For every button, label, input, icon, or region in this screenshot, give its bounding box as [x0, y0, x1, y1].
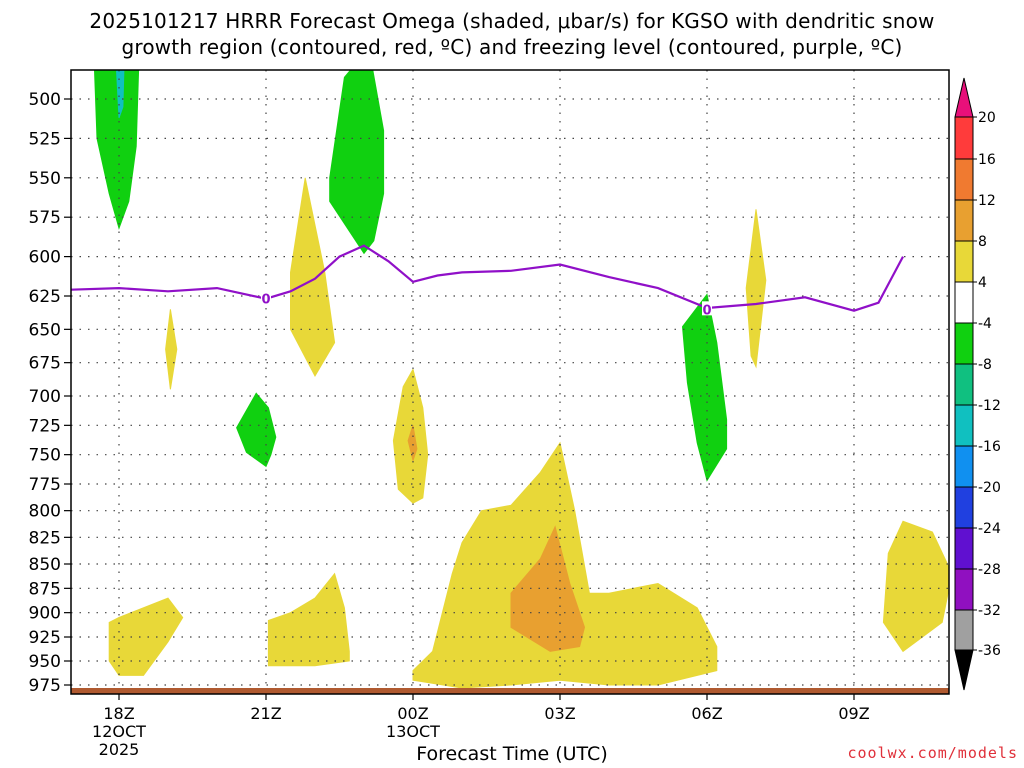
colorbar-box — [954, 158, 974, 201]
colorbar: 20 16 12 8 4 -4 -8 -12 -16 -20 -24 -28 -32 -36 — [954, 77, 1001, 691]
x-tick-label: 09Z — [838, 704, 869, 723]
colorbar-box — [954, 404, 974, 447]
y-tick-label: 775 — [29, 475, 61, 495]
colorbar-box — [954, 527, 974, 570]
colorbar-label: 16 — [978, 152, 996, 168]
omega-region-2 — [329, 70, 385, 255]
y-tick-label: 975 — [29, 676, 61, 696]
colorbar-box — [954, 568, 974, 611]
terrain-layer — [71, 688, 949, 694]
colorbar-label: -36 — [978, 643, 1001, 659]
y-axis: 500 525 550 575 600 625 650 675 700 725 750 775 800 8… — [29, 90, 71, 696]
omega-region-14 — [882, 520, 949, 653]
y-tick-label: 950 — [29, 652, 61, 672]
colorbar-label: 8 — [978, 234, 987, 250]
y-tick-label: 550 — [29, 169, 61, 189]
colorbar-under-arrow — [954, 649, 974, 691]
colorbar-label: 12 — [978, 193, 996, 209]
colorbar-box — [954, 116, 974, 160]
chart-title-line2: growth region (contoured, red, ºC) and f… — [121, 35, 903, 59]
credit-link[interactable]: coolwx.com/models — [847, 744, 1018, 762]
x-tick-label: 21Z — [250, 704, 281, 723]
terrain-band — [71, 688, 949, 694]
x-tick-label: 03Z — [544, 704, 575, 723]
colorbar-over-arrow — [954, 77, 974, 118]
colorbar-label: -24 — [978, 521, 1001, 537]
x-tick-date: 12OCT — [92, 722, 146, 741]
colorbar-box — [954, 199, 974, 242]
y-tick-label: 700 — [29, 387, 61, 407]
freezing-level-contour: 00 — [71, 244, 904, 318]
x-tick-label: 06Z — [691, 704, 722, 723]
y-tick-label: 750 — [29, 446, 61, 466]
omega-region-0 — [93, 70, 140, 230]
plot-frame — [70, 69, 950, 695]
omega-region-6 — [165, 309, 178, 390]
x-tick-label: 18Z — [103, 704, 134, 723]
y-tick-label: 525 — [29, 129, 61, 149]
y-tick-label: 825 — [29, 528, 61, 548]
colorbar-label: -8 — [978, 357, 992, 373]
y-tick-label: 650 — [29, 320, 61, 340]
x-tick-date: 13OCT — [386, 722, 440, 741]
colorbar-box — [954, 281, 974, 324]
colorbar-box — [954, 363, 974, 406]
x-axis-title: Forecast Time (UTC) — [416, 743, 608, 765]
omega-region-9 — [745, 209, 767, 369]
x-tick-label: 00Z — [397, 704, 428, 723]
colorbar-box — [954, 322, 974, 365]
freezing-level-label: 0 — [702, 303, 711, 318]
y-tick-label: 675 — [29, 354, 61, 374]
y-tick-label: 850 — [29, 555, 61, 575]
y-tick-label: 800 — [29, 502, 61, 522]
chart-title-line1: 2025101217 HRRR Forecast Omega (shaded, … — [89, 9, 935, 33]
omega-region-13 — [267, 572, 350, 667]
y-tick-label: 875 — [29, 579, 61, 599]
y-tick-label: 575 — [29, 208, 61, 228]
colorbar-label: -4 — [978, 316, 992, 332]
contour-label-bg — [702, 301, 712, 316]
colorbar-label: -16 — [978, 439, 1001, 455]
y-tick-label: 500 — [29, 90, 61, 110]
y-tick-label: 725 — [29, 416, 61, 436]
freezing-level-label: 0 — [261, 293, 270, 308]
omega-region-5 — [290, 177, 336, 378]
omega-shading — [93, 70, 949, 689]
omega-region-12 — [108, 597, 184, 676]
omega-region-8 — [407, 425, 418, 463]
colorbar-box — [954, 486, 974, 529]
colorbar-box — [954, 240, 974, 283]
x-tick-year: 2025 — [99, 740, 140, 759]
contour-label-bg — [261, 290, 271, 305]
y-tick-label: 900 — [29, 604, 61, 624]
omega-region-11 — [510, 525, 586, 652]
freezing-level-line — [71, 244, 904, 312]
y-tick-label: 600 — [29, 248, 61, 268]
y-tick-label: 925 — [29, 628, 61, 648]
colorbar-label: -12 — [978, 398, 1001, 414]
colorbar-label: -20 — [978, 480, 1001, 496]
colorbar-box — [954, 445, 974, 488]
colorbar-label: -28 — [978, 562, 1001, 578]
colorbar-label: 20 — [978, 110, 996, 126]
grid — [71, 70, 949, 694]
colorbar-box — [954, 609, 974, 651]
colorbar-label: 4 — [978, 275, 987, 291]
colorbar-label: -32 — [978, 603, 1001, 619]
y-tick-label: 625 — [29, 287, 61, 307]
omega-region-1 — [115, 70, 125, 119]
